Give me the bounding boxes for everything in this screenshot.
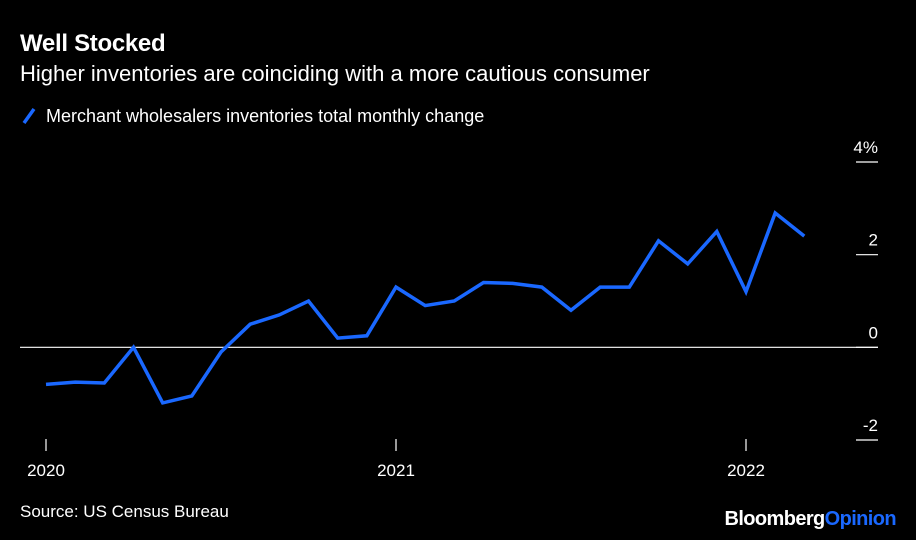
data-point: [599, 286, 602, 289]
data-point: [45, 383, 48, 386]
data-point: [307, 300, 310, 303]
x-tick-label: 2020: [27, 461, 65, 480]
data-point: [365, 334, 368, 337]
x-tick-label: 2022: [727, 461, 765, 480]
data-point: [745, 290, 748, 293]
data-point: [540, 286, 543, 289]
x-tick-label: 2021: [377, 461, 415, 480]
data-point: [336, 337, 339, 340]
data-point: [74, 381, 77, 384]
brand-primary: Bloomberg: [724, 508, 825, 530]
series-line: [45, 210, 806, 405]
data-point: [424, 304, 427, 307]
legend-label: Merchant wholesalers inventories total m…: [46, 105, 485, 126]
y-tick-label: -2: [863, 416, 878, 435]
data-point: [220, 350, 223, 353]
data-point: [774, 211, 777, 214]
source-note: Source: US Census Bureau: [20, 502, 229, 521]
data-point: [453, 300, 456, 303]
data-point: [570, 309, 573, 312]
data-point: [278, 313, 281, 316]
data-point: [103, 382, 106, 385]
data-point: [249, 323, 252, 326]
brand-secondary: Opinion: [824, 508, 897, 530]
data-point: [482, 281, 485, 284]
data-point: [511, 282, 514, 285]
chart-title: Well Stocked: [20, 30, 166, 57]
y-tick-label: 4%: [853, 138, 878, 157]
data-point: [803, 235, 806, 238]
legend: Merchant wholesalers inventories total m…: [20, 104, 484, 128]
brand-logo: BloombergOpinion: [724, 508, 896, 531]
y-tick-label: 0: [869, 323, 878, 342]
line-swatch-icon: [22, 107, 36, 125]
data-point: [686, 262, 689, 265]
data-point: [395, 286, 398, 289]
data-point: [657, 239, 660, 242]
data-point: [132, 346, 135, 349]
data-point: [161, 401, 164, 404]
data-point: [190, 394, 193, 397]
y-tick-label: 2: [869, 231, 878, 250]
data-point: [715, 230, 718, 233]
data-point: [628, 286, 631, 289]
chart-subtitle: Higher inventories are coinciding with a…: [20, 61, 650, 86]
